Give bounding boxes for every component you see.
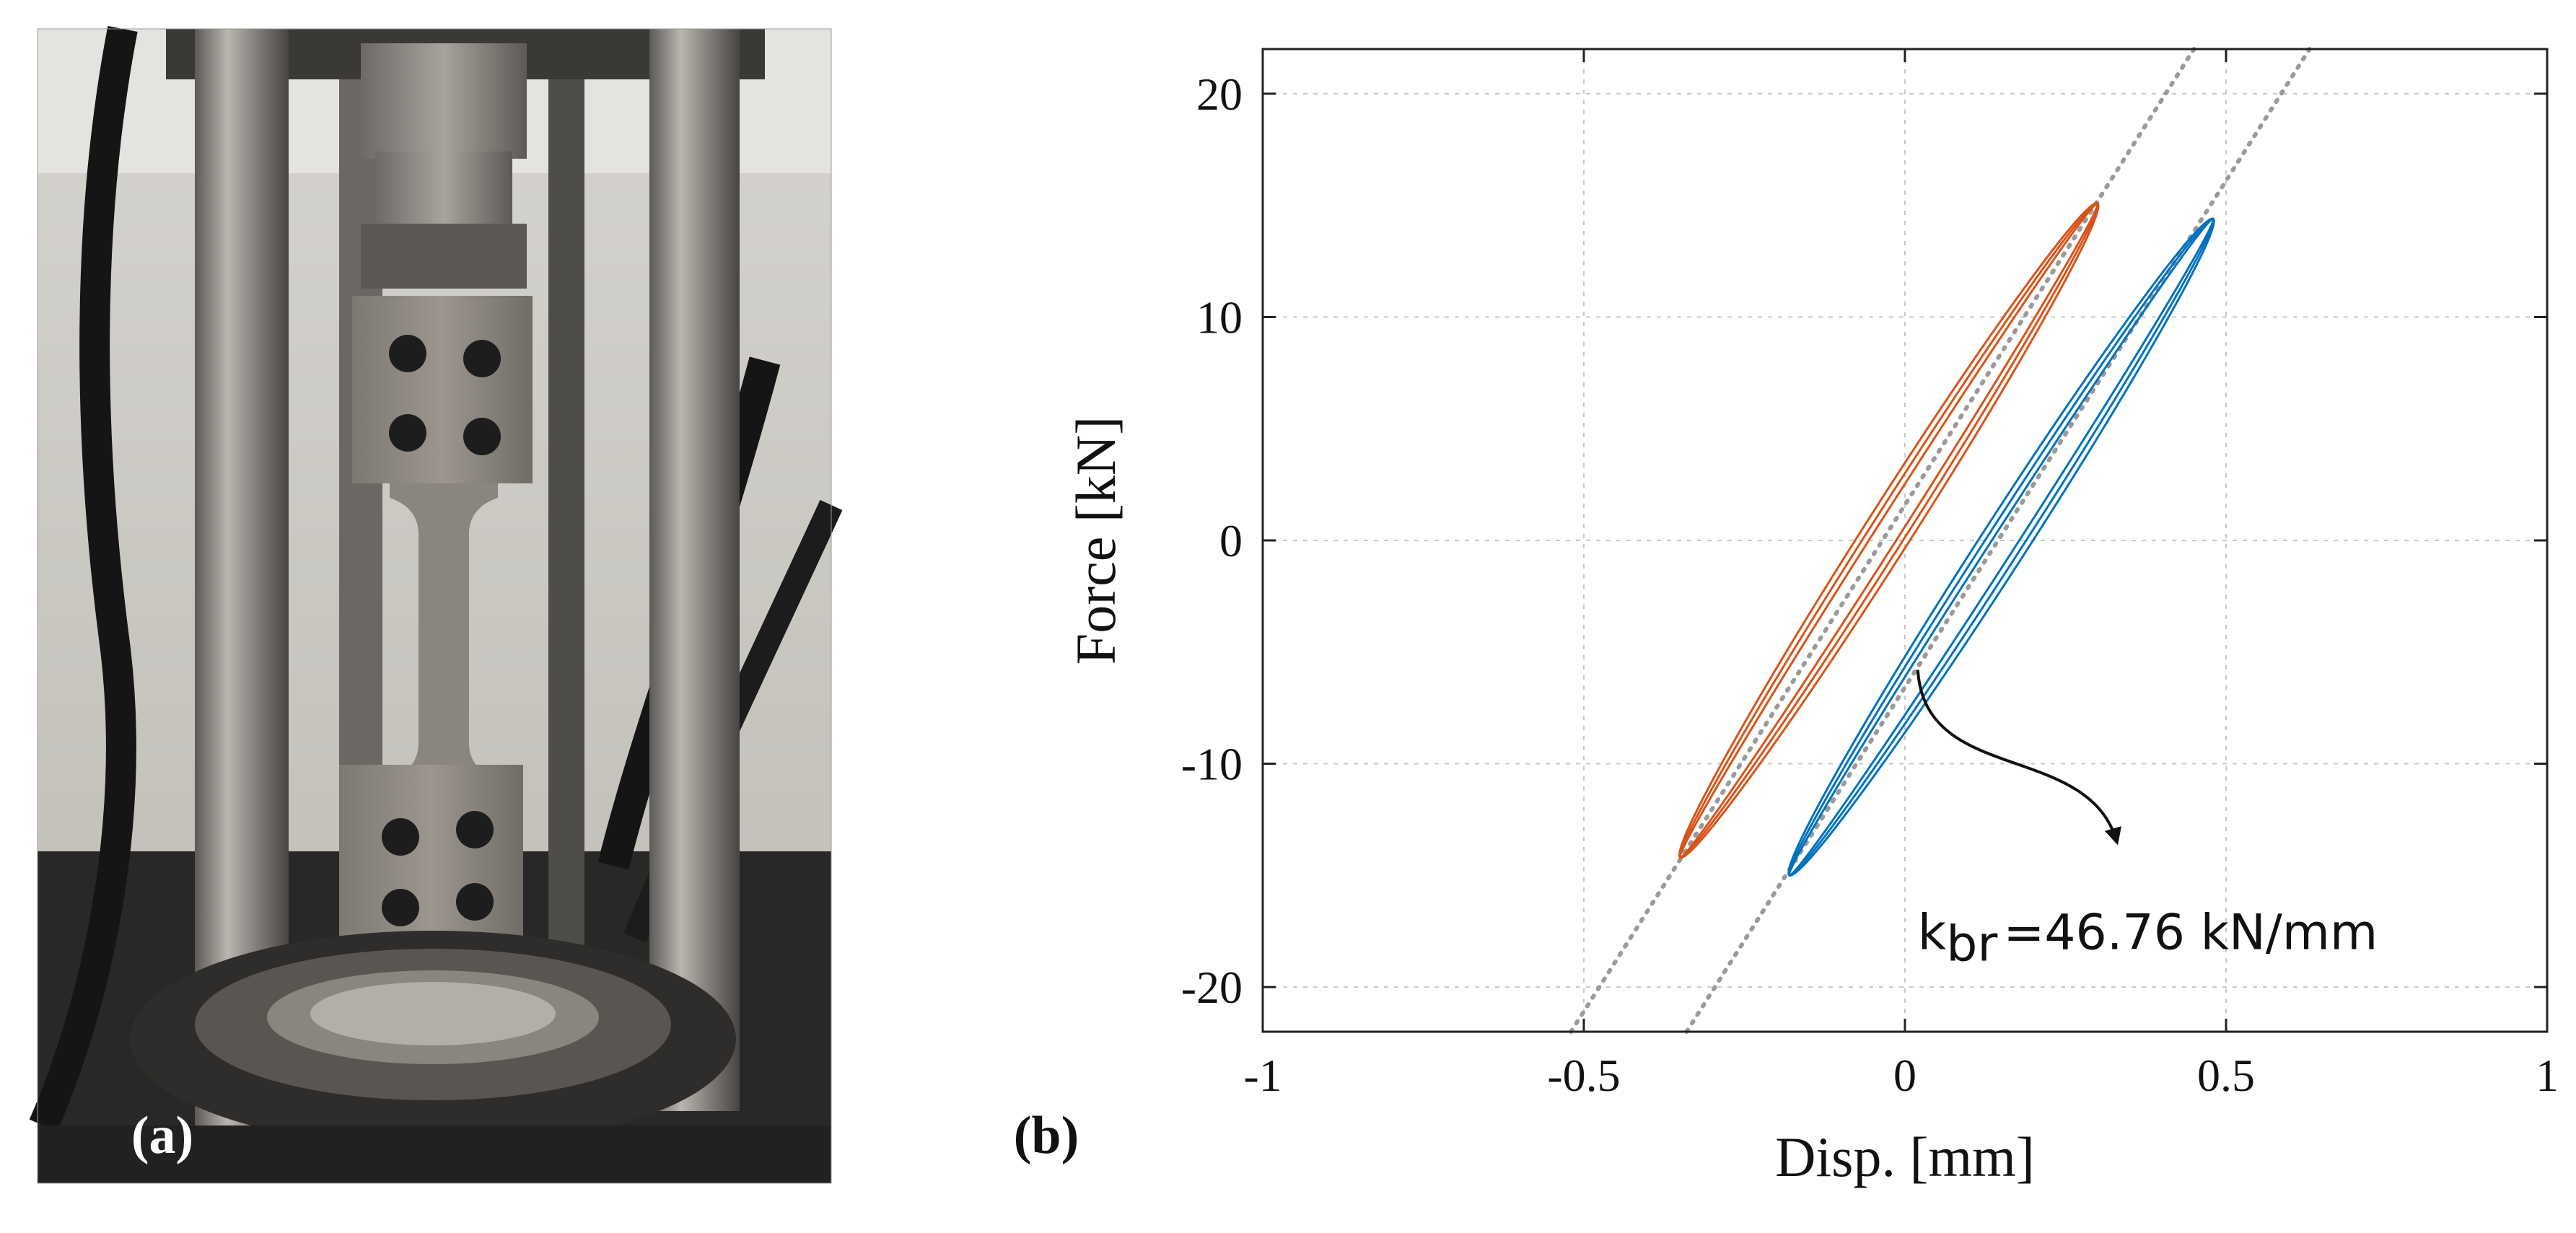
x-tick-labels: -1 -0.5 0 0.5 1 <box>1243 1050 2559 1101</box>
x-tick-label: 0.5 <box>2197 1050 2255 1101</box>
x-tick-label: -1 <box>1243 1050 1282 1101</box>
annotation-k: k <box>1918 904 1947 961</box>
x-tick-label: -0.5 <box>1547 1050 1620 1101</box>
grid <box>1262 49 2548 1032</box>
panel-label-a: (a) <box>131 1106 193 1165</box>
hysteresis-orange-cycle <box>1678 201 2100 859</box>
test-rig-photo: (a) <box>29 26 843 1184</box>
x-tick-label: 0 <box>1893 1050 1916 1101</box>
hysteresis-orange <box>1678 201 2100 859</box>
hysteresis-blue <box>1787 217 2215 877</box>
x-axis-label: Disp. [mm] <box>1775 1126 2035 1188</box>
annotation-value: =46.76 kN/mm <box>2003 904 2378 961</box>
panel-label-b: (b) <box>1014 1106 1079 1165</box>
y-tick-label: -20 <box>1181 962 1243 1013</box>
fit-orange <box>1569 47 2196 1034</box>
y-axis-label: Force [kN] <box>1064 416 1127 664</box>
hysteresis-blue-cycle <box>1787 217 2215 877</box>
tick-marks <box>1261 49 2549 1032</box>
hysteresis-orange-cycle <box>1678 201 2100 859</box>
y-tick-label: -10 <box>1181 739 1243 790</box>
y-tick-labels: -20 -10 0 10 20 <box>1181 69 1243 1013</box>
y-tick-label: 0 <box>1219 515 1243 566</box>
force-displacement-chart: -1 -0.5 0 0.5 1 -20 -10 0 10 20 Disp. [mm] Force… <box>1064 47 2559 1188</box>
annotation-arrow <box>1916 670 2121 846</box>
y-tick-label: 20 <box>1196 69 1243 120</box>
series-layer <box>1678 201 2215 877</box>
bolt-icon <box>382 811 494 926</box>
annotation-subscript: br <box>1946 916 1997 973</box>
stiffness-annotation: kbr =46.76 kN/mm <box>1918 904 2378 973</box>
x-tick-label: 1 <box>2536 1050 2559 1101</box>
bolt-icon <box>389 335 501 455</box>
y-tick-label: 10 <box>1196 291 1243 343</box>
